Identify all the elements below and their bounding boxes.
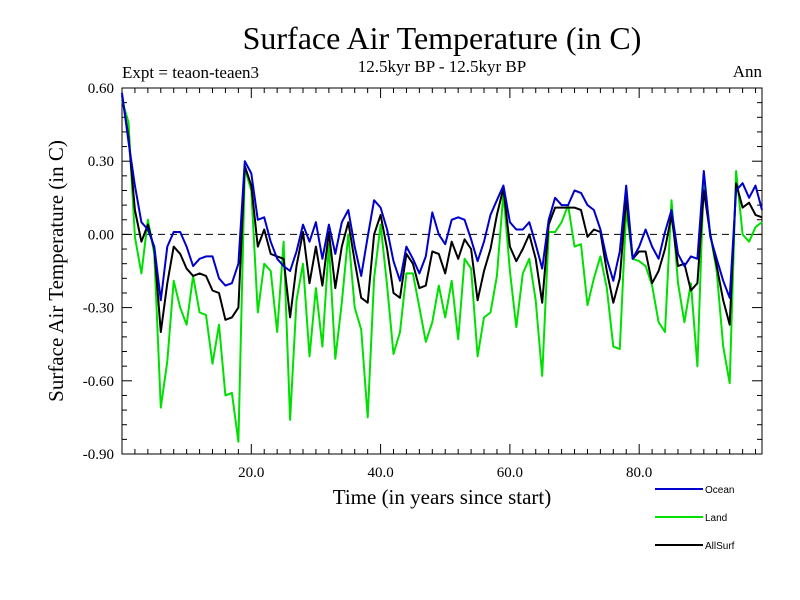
x-tick-label: 80.0 (626, 465, 652, 481)
x-tick-label: 60.0 (497, 465, 523, 481)
y-axis-label: Surface Air Temperature (in C) (44, 140, 68, 402)
season-label: Ann (733, 62, 763, 81)
series-line-allsurf (121, 95, 763, 333)
chart-subtitle: 12.5kyr BP - 12.5kyr BP (358, 57, 526, 76)
y-tick-label: 0.60 (88, 81, 114, 97)
y-tick-label: -0.30 (83, 301, 114, 317)
series-line-ocean (121, 92, 763, 302)
legend-label-land: Land (705, 513, 727, 524)
y-tick-label: 0.00 (88, 227, 114, 243)
y-tick-label: -0.90 (83, 447, 114, 463)
series-lines (121, 92, 763, 443)
legend-label-ocean: Ocean (705, 485, 734, 496)
expt-label: Expt = teaon-teaen3 (122, 63, 259, 82)
y-tick-label: 0.30 (88, 154, 114, 170)
y-tick-label: -0.60 (83, 374, 114, 390)
legend-label-allsurf: AllSurf (705, 541, 735, 552)
series-line-land (121, 99, 763, 443)
plot-border (121, 87, 763, 455)
chart-title: Surface Air Temperature (in C) (243, 20, 642, 56)
x-tick-label: 40.0 (367, 465, 393, 481)
legend: Ocean Land AllSurf (655, 485, 735, 552)
x-axis-label: Time (in years since start) (333, 485, 552, 509)
x-tick-label: 20.0 (238, 465, 264, 481)
axis-ticks (122, 87, 762, 455)
plot-area (121, 87, 763, 455)
tick-labels: 0.60 0.30 0.00 -0.30 -0.60 -0.90 20.0 40.0 60.0 8… (83, 81, 653, 481)
